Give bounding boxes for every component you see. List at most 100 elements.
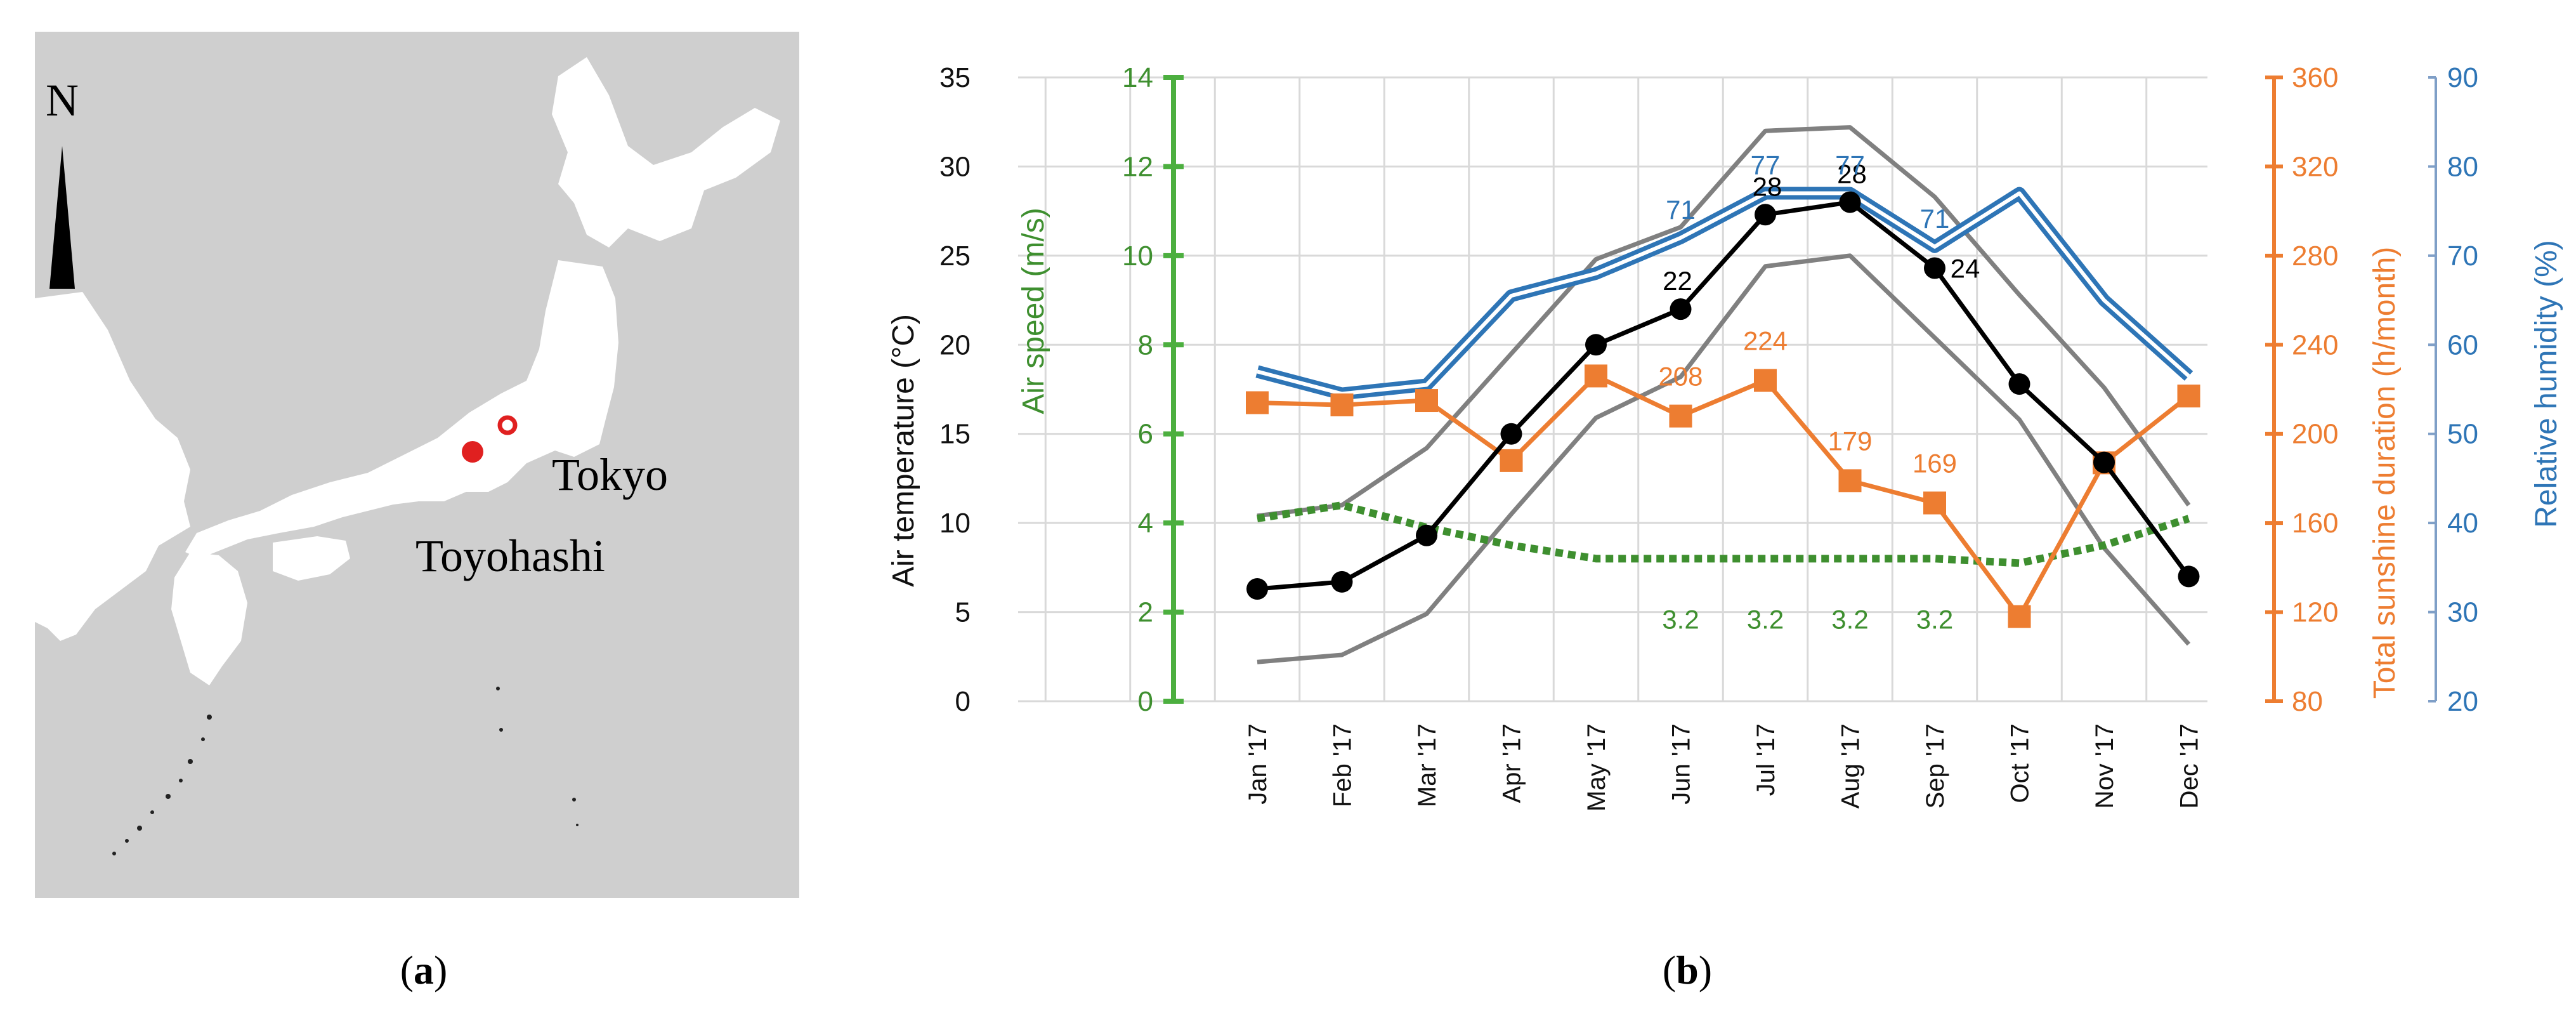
month-tick-label: Sep '17 [1921,723,1949,808]
sunshine-tick-label: 80 [2292,686,2323,717]
mean-temperature-point [1585,334,1607,356]
temperature-tick-label: 15 [939,419,971,450]
mean-temperature-point [1839,191,1861,213]
air-speed-line [1257,501,2190,567]
hokkaido-landmass [552,57,780,247]
humidity-axis-title: Relative humidity (%) [2530,240,2563,527]
sunshine-point [1923,491,1946,515]
temperature-tick-label: 0 [955,686,971,717]
month-tick-label: Aug '17 [1837,723,1865,808]
humidity-data-label: 71 [1666,195,1696,225]
toyohashi-label: Toyohashi [415,531,605,581]
mean-temperature-point [1246,578,1268,600]
mean-temperature-point [2093,451,2115,473]
mean-temperature-point [1331,570,1353,593]
mean-temperature-point [2008,373,2030,395]
air-speed-data-label: 3.2 [1662,604,1699,634]
air-speed-data-label: 3.2 [1831,604,1868,634]
humidity-data-label: 77 [1751,150,1781,180]
temperature-tick-label: 5 [955,597,971,628]
sunshine-point [1246,391,1269,414]
sunshine-tick-label: 200 [2292,419,2338,450]
panel-b-caption: (b) [1663,947,1712,993]
mean-temperature-line [1257,200,2191,591]
temperature-data-label: 28 [1753,171,1782,201]
sunshine-tick-label: 240 [2292,329,2338,360]
sunshine-point [1330,393,1354,417]
sunshine-point [1754,369,1777,392]
temperature-tick-label: 10 [939,508,971,539]
air-speed-tick-label: 0 [1138,686,1153,717]
temperature-tick-label: 20 [939,329,971,360]
ryukyu-islands [112,687,579,855]
humidity-tick-label: 50 [2447,419,2478,450]
air-speed-tick-label: 8 [1138,329,1153,360]
tokyo-label: Tokyo [552,449,668,500]
temperature-data-label: 22 [1663,266,1692,296]
sunshine-point [2008,605,2031,628]
sunshine-tick-label: 280 [2292,241,2338,272]
humidity-tick-label: 70 [2447,241,2478,272]
sunshine-point [1585,364,1607,388]
month-tick-label: Jul '17 [1752,723,1780,796]
month-tick-label: Dec '17 [2176,723,2204,808]
sunshine-point [2177,385,2200,408]
temperature-tick-label: 35 [939,62,971,93]
chart-grid [1018,76,2207,702]
air-speed-tick-label: 2 [1138,597,1153,628]
sunshine-data-label: 208 [1658,362,1703,392]
japan-map: N Tokyo Toyohashi (a) [35,32,799,993]
month-tick-label: Nov '17 [2091,723,2119,808]
air-speed-tick-label: 6 [1138,419,1153,450]
month-tick-label: Jun '17 [1668,723,1696,805]
north-label: N [46,75,79,126]
month-tick-label: Feb '17 [1329,723,1357,807]
temperature-tick-label: 30 [939,151,971,182]
month-tick-label: Oct '17 [2006,723,2034,803]
air-speed-tick-label: 12 [1122,151,1153,182]
north-arrow-icon [49,146,75,289]
kyushu-landmass [171,552,247,685]
sunshine-line [1257,373,2190,619]
sunshine-data-label: 179 [1827,426,1872,456]
humidity-tick-label: 40 [2447,508,2478,539]
sunshine-tick-label: 360 [2292,62,2338,93]
humidity-tick-label: 60 [2447,329,2478,360]
chart-series [1246,125,2200,664]
chart-axes: 0510152025303502468101214801201602002402… [939,62,2478,812]
temperature-data-label: 24 [1951,254,1980,284]
humidity-tick-label: 20 [2447,686,2478,717]
mean-temperature-point [1924,257,1945,279]
temperature-tick-label: 25 [939,241,971,272]
sunshine-point [1838,469,1862,492]
panel-a-caption: (a) [400,947,448,993]
air-temperature-axis-title: Air temperature (°C) [887,314,920,587]
mean-temperature-point [1670,298,1692,320]
shikoku-landmass [273,536,350,581]
air-speed-tick-label: 10 [1122,241,1153,272]
humidity-tick-label: 80 [2447,151,2478,182]
humidity-tick-label: 90 [2447,62,2478,93]
month-tick-label: Jan '17 [1244,723,1272,805]
sunshine-point [1500,449,1523,472]
korea-landmass [35,292,190,641]
air-speed-axis-title: Air speed (m/s) [1017,208,1050,414]
air-speed-tick-label: 14 [1122,62,1153,93]
sunshine-data-label: 169 [1912,449,1957,478]
humidity-data-label: 71 [1920,204,1950,234]
mean-temperature-point [1500,423,1522,445]
sunshine-point [1415,389,1438,412]
mean-temperature-point [2178,565,2200,588]
air-speed-data-label: 3.2 [1916,604,1953,634]
sunshine-tick-label: 320 [2292,151,2338,182]
temperature-data-label: 28 [1837,159,1867,189]
map-panel: N Tokyo Toyohashi (a) [0,0,837,1009]
tokyo-marker [497,415,518,435]
toyohashi-marker [462,441,483,463]
sunshine-point [1669,404,1692,428]
month-tick-label: May '17 [1583,723,1611,812]
humidity-data-label: 77 [1835,150,1865,180]
